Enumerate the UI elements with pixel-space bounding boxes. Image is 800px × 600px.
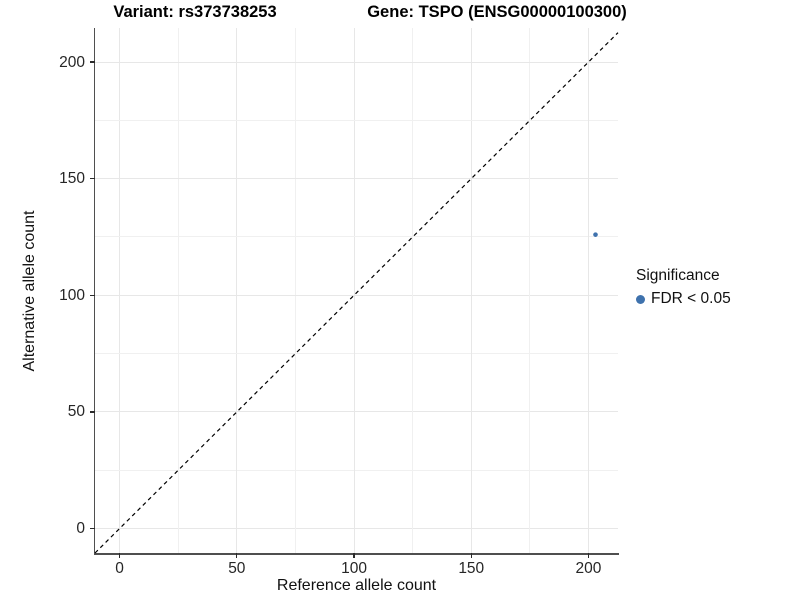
data-point [593,232,598,237]
plot-title-row: Variant: rs373738253 Gene: TSPO (ENSG000… [95,3,626,27]
x-tick-label: 0 [115,560,124,577]
x-tick-label: 50 [228,560,246,577]
variant-title: Variant: rs373738253 [113,3,277,21]
identity-dashed-line [94,32,619,554]
legend-title: Significance [636,267,720,284]
x-tick-mark [353,553,355,558]
gridline-horizontal [95,294,618,296]
gridline-vertical [353,28,355,553]
y-tick-label: 100 [59,286,85,304]
gridline-horizontal [95,236,618,238]
x-tick-label: 200 [575,560,602,577]
legend-entry: FDR < 0.05 [636,290,731,308]
y-tick-label: 150 [59,170,85,188]
plot-layer [94,32,619,554]
gridline-horizontal [95,119,618,121]
gridline-vertical [177,28,179,553]
x-tick-label: 150 [458,560,485,577]
x-tick-mark [236,553,238,558]
gridline-horizontal [95,469,618,471]
legend: Significance FDR < 0.05 [636,266,731,308]
x-axis-title: Reference allele count [276,577,437,594]
gridline-vertical [470,28,472,553]
gridline-vertical [587,28,589,553]
x-tick-label: 100 [341,560,367,577]
gridline-vertical [119,28,121,553]
x-tick-mark [118,553,121,558]
y-tick-mark [89,294,95,296]
y-tick-mark [89,178,95,180]
x-axis-line [93,553,620,555]
gridline-vertical [236,28,238,553]
legend-entry-label: FDR < 0.05 [651,290,731,307]
y-axis-line [93,28,96,555]
y-tick-label: 200 [59,53,85,71]
gridline-horizontal [95,61,618,63]
x-tick-mark [587,553,590,558]
y-tick-mark [89,411,95,413]
y-tick-mark [89,527,95,530]
gridline-vertical [412,28,414,553]
gridline-vertical [294,28,296,553]
gene-title: Gene: TSPO (ENSG00000100300) [367,3,627,21]
gridline-horizontal [95,411,618,413]
y-tick-mark [89,61,95,63]
y-tick-label: 50 [67,403,85,421]
gridline-vertical [529,28,531,553]
y-tick-label: 0 [76,520,85,537]
gridline-horizontal [95,528,618,529]
legend-point-swatch [636,294,645,304]
gridline-horizontal [95,353,618,355]
x-tick-mark [470,553,472,558]
gridline-horizontal [95,178,618,180]
